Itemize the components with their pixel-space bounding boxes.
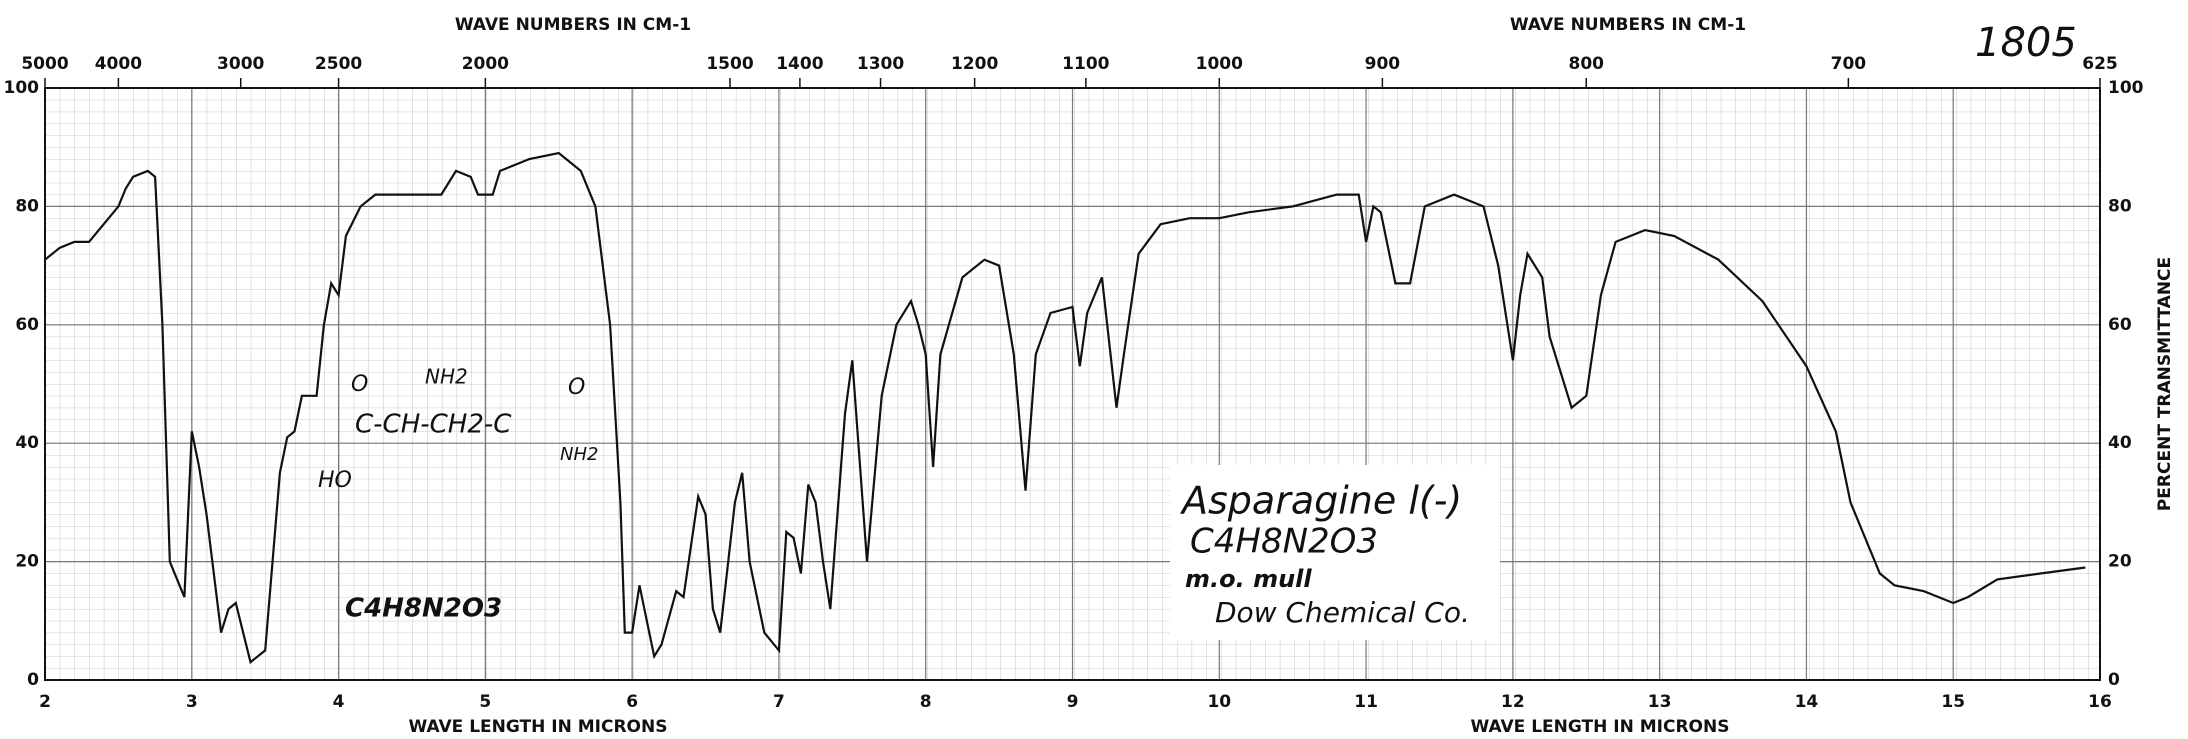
y-axis-title: PERCENT TRANSMITTANCE [2155,257,2175,511]
x-tick-label: 15 [1941,692,1965,712]
x2-tick-label: 4000 [95,54,142,74]
x2-tick-label: 1100 [1062,54,1109,74]
structure-label: O [568,375,585,400]
x2-tick-label: 1000 [1196,54,1243,74]
x-axis-title: WAVE LENGTH IN MICRONS [409,717,668,737]
annotation: Asparagine l(-) [1179,479,1462,523]
x-tick-label: 6 [626,692,638,712]
x-tick-label: 4 [333,692,345,712]
x2-tick-label: 800 [1569,54,1605,74]
structure-label: O [351,372,368,397]
annotation: 1805 [1975,20,2077,66]
x-tick-label: 12 [1501,692,1525,712]
x-axis-title: WAVE LENGTH IN MICRONS [1471,717,1730,737]
structure-label: C-CH-CH2-C [355,410,512,440]
x2-tick-label: 2500 [315,54,362,74]
x-tick-label: 3 [186,692,198,712]
spectrum-line [44,151,2086,665]
plot-frame [44,87,2101,681]
x-tick-label: 16 [2088,692,2112,712]
x-tick-label: 9 [1067,692,1079,712]
structure-label: NH2 [425,365,468,389]
x2-tick-label: 625 [2082,54,2118,74]
x2-tick-label: 1400 [776,54,823,74]
x-tick-label: 7 [773,692,785,712]
x2-tick-label: 1500 [706,54,753,74]
y2-tick-label: 100 [2108,78,2144,98]
x-tick-label: 8 [920,692,932,712]
y-tick-label: 0 [27,670,39,690]
y2-tick-label: 60 [2108,315,2132,335]
y2-tick-label: 40 [2108,433,2132,453]
y-tick-label: 40 [15,433,39,453]
x-tick-label: 10 [1207,692,1231,712]
y-tick-label: 100 [4,78,40,98]
x2-tick-label: 700 [1831,54,1867,74]
y-tick-label: 80 [15,196,39,216]
y2-tick-label: 0 [2108,670,2120,690]
x2-tick-label: 3000 [217,54,264,74]
x-tick-label: 11 [1354,692,1378,712]
x2-tick-label: 5000 [21,54,68,74]
x2-tick-label: 2000 [462,54,509,74]
y2-tick-label: 80 [2108,196,2132,216]
x-tick-label: 5 [479,692,491,712]
x2-axis-title: WAVE NUMBERS IN CM-1 [455,15,691,35]
y-tick-label: 20 [15,552,39,572]
x-tick-label: 14 [1795,692,1819,712]
annotation: C4H8N2O3 [1190,522,1378,562]
annotation: m.o. mull [1185,565,1312,593]
structure-label: HO [318,468,352,493]
x2-tick-label: 1200 [951,54,998,74]
x2-tick-label: 1300 [857,54,904,74]
y-tick-label: 60 [15,315,39,335]
x2-tick-label: 900 [1365,54,1401,74]
x-tick-label: 13 [1648,692,1672,712]
label-box [1170,465,1500,640]
y2-tick-label: 20 [2108,552,2132,572]
annotation: Dow Chemical Co. [1215,596,1470,629]
x2-axis-title: WAVE NUMBERS IN CM-1 [1510,15,1746,35]
x-tick-label: 2 [39,692,51,712]
structure-label: NH2 [560,444,598,465]
structure-label: C4H8N2O3 [345,594,502,624]
